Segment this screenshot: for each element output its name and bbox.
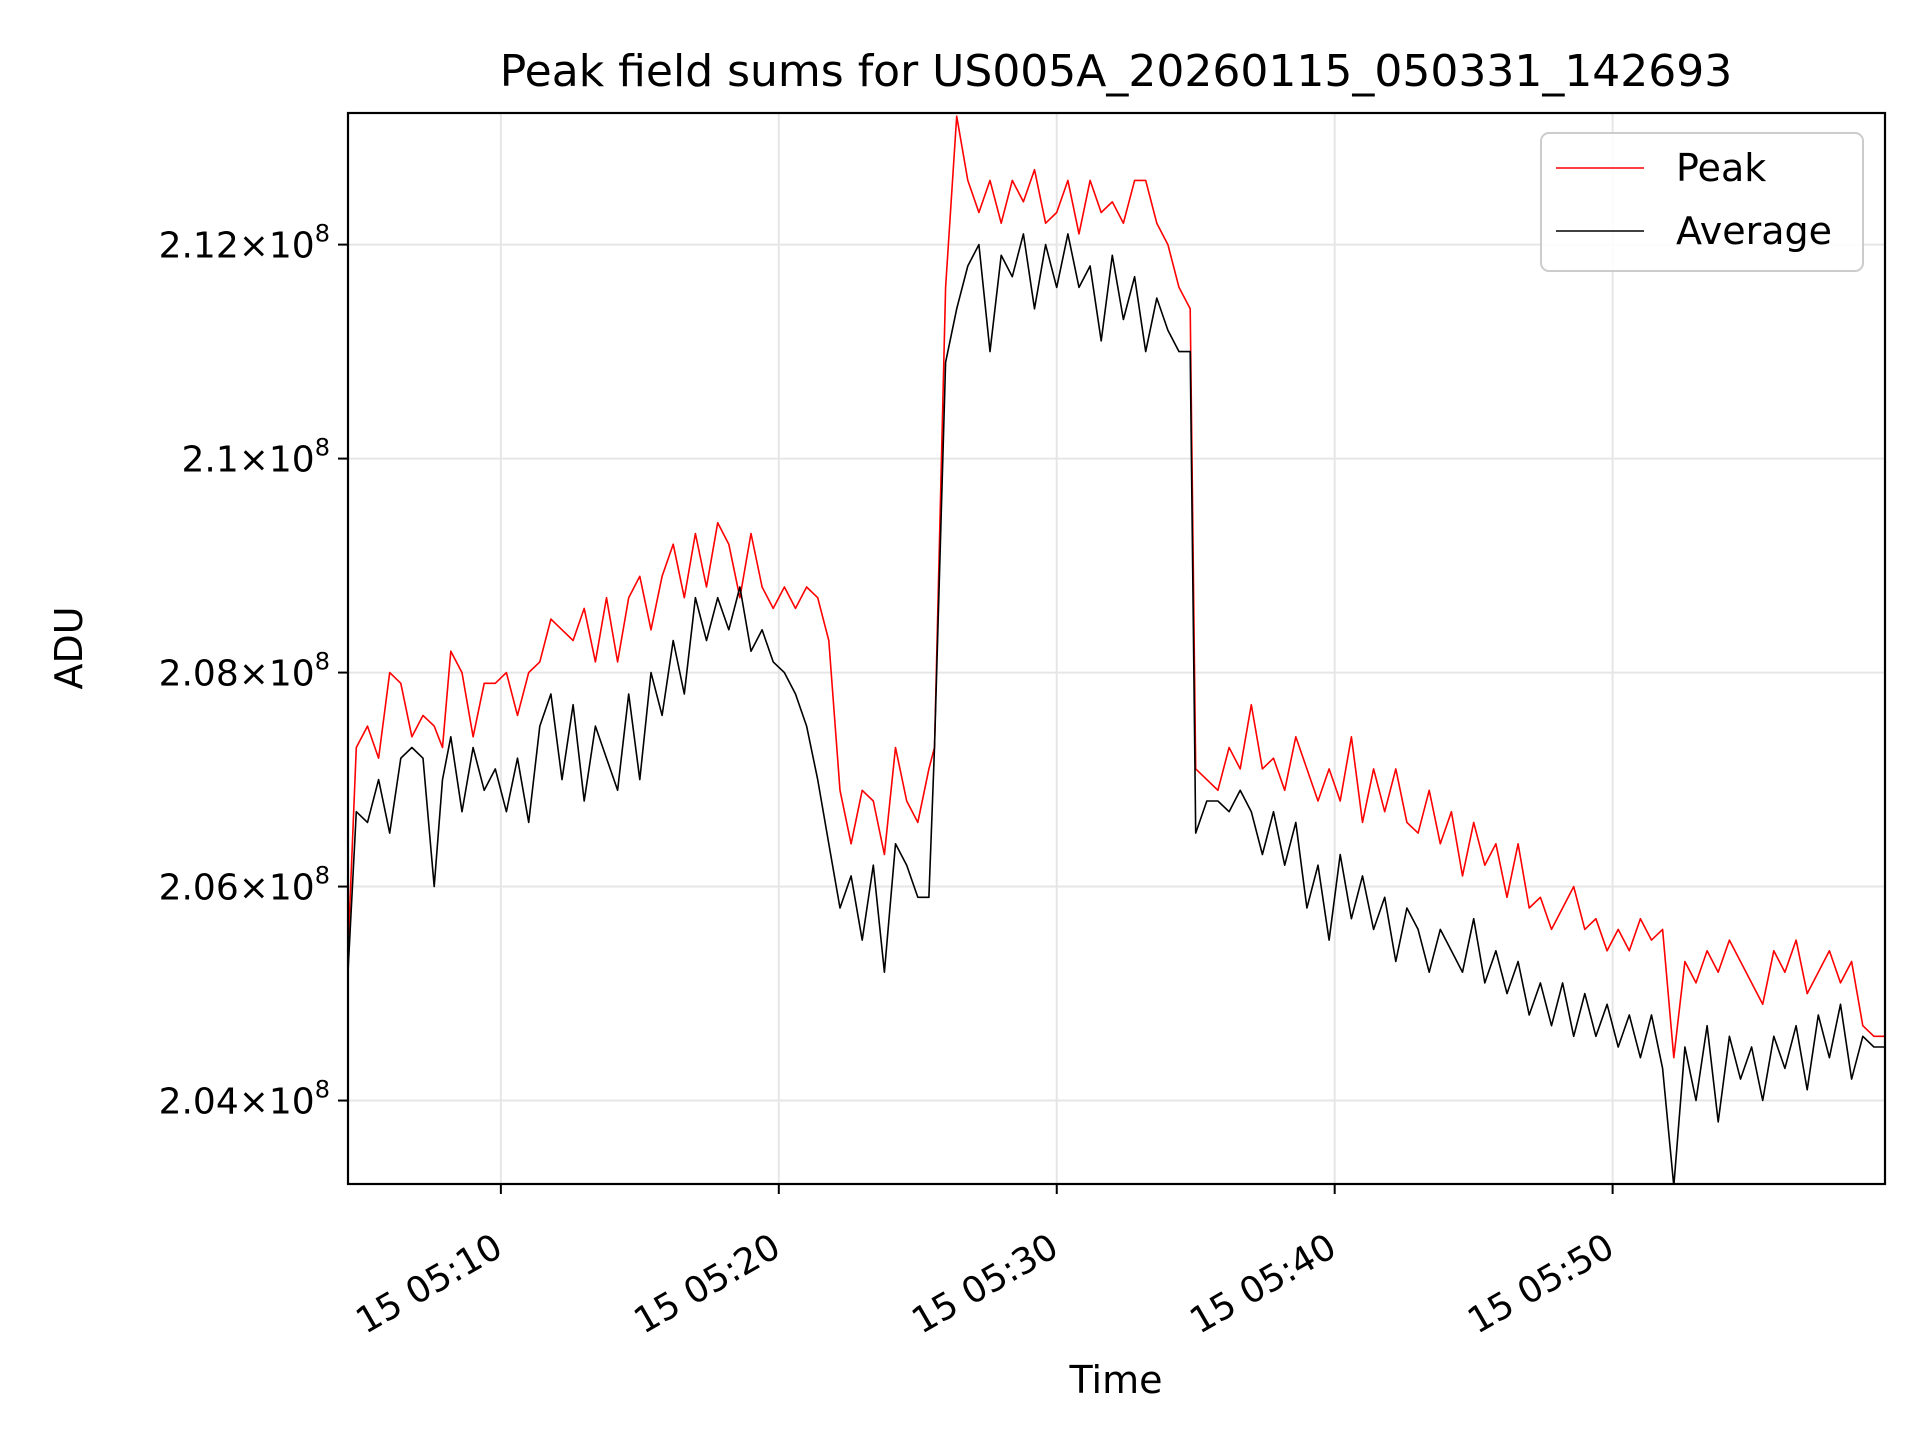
y-tick-mantissa: 2.06×10 xyxy=(159,868,315,909)
y-tick-mantissa: 2.1×10 xyxy=(181,440,314,481)
y-tick-exponent: 8 xyxy=(315,220,330,248)
x-axis-label: Time xyxy=(1069,1358,1163,1402)
y-tick-mantissa: 2.12×10 xyxy=(159,226,315,267)
series-line-peak xyxy=(348,115,1885,1059)
plot-frame xyxy=(346,111,1887,1186)
y-tick-exponent: 8 xyxy=(315,1076,330,1104)
y-tick-label: 2.12×108 xyxy=(159,220,330,267)
chart-title: Peak field sums for US005A_20260115_0503… xyxy=(500,46,1733,97)
series-line-average xyxy=(348,233,1885,1184)
y-tick-label: 2.04×108 xyxy=(159,1076,330,1123)
legend-label-peak: Peak xyxy=(1676,146,1766,190)
y-tick-mantissa: 2.04×10 xyxy=(159,1082,315,1123)
y-tick-exponent: 8 xyxy=(315,648,330,676)
y-tick-label: 2.06×108 xyxy=(159,862,330,909)
y-tick-label: 2.1×108 xyxy=(181,434,330,481)
y-tick-exponent: 8 xyxy=(315,434,330,462)
y-axis-label: ADU xyxy=(47,606,91,689)
series-layer xyxy=(348,115,1885,1184)
legend: Peak Average xyxy=(1540,132,1864,272)
y-tick-exponent: 8 xyxy=(315,862,330,890)
y-tick-label: 2.08×108 xyxy=(159,648,330,695)
legend-label-average: Average xyxy=(1676,209,1832,253)
y-tick-mantissa: 2.08×10 xyxy=(159,654,315,695)
